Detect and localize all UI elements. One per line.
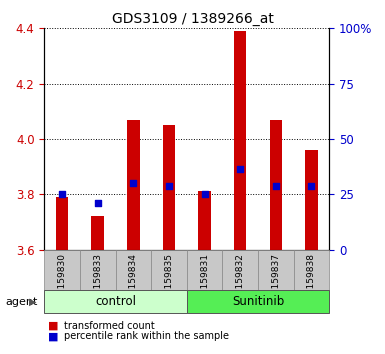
- Bar: [151, 250, 187, 290]
- Text: ■: ■: [48, 321, 59, 331]
- Point: [201, 192, 208, 197]
- Text: ■: ■: [48, 331, 59, 341]
- Bar: [80, 250, 116, 290]
- Bar: [163, 125, 175, 250]
- Bar: [92, 216, 104, 250]
- Point: [130, 181, 136, 186]
- Bar: [223, 250, 258, 290]
- Point: [308, 183, 315, 189]
- Text: transformed count: transformed count: [64, 321, 154, 331]
- Text: Sunitinib: Sunitinib: [232, 295, 284, 308]
- Text: agent: agent: [6, 297, 38, 307]
- Point: [237, 166, 243, 172]
- Text: GSM159832: GSM159832: [236, 253, 244, 308]
- Bar: [305, 150, 318, 250]
- Bar: [234, 31, 246, 250]
- Text: GSM159838: GSM159838: [307, 253, 316, 308]
- Bar: [127, 120, 139, 250]
- Point: [95, 200, 101, 205]
- Bar: [258, 250, 294, 290]
- Text: ▶: ▶: [29, 297, 36, 307]
- Text: GDS3109 / 1389266_at: GDS3109 / 1389266_at: [112, 12, 273, 27]
- Text: GSM159835: GSM159835: [164, 253, 173, 308]
- Bar: [116, 250, 151, 290]
- Bar: [198, 192, 211, 250]
- Point: [166, 183, 172, 189]
- Text: GSM159830: GSM159830: [58, 253, 67, 308]
- Text: GSM159837: GSM159837: [271, 253, 280, 308]
- Bar: [44, 250, 80, 290]
- Text: GSM159834: GSM159834: [129, 253, 138, 308]
- Bar: [44, 290, 187, 313]
- Bar: [187, 250, 223, 290]
- Point: [273, 183, 279, 189]
- Text: GSM159831: GSM159831: [200, 253, 209, 308]
- Text: percentile rank within the sample: percentile rank within the sample: [64, 331, 229, 341]
- Bar: [270, 120, 282, 250]
- Bar: [293, 250, 329, 290]
- Text: control: control: [95, 295, 136, 308]
- Text: GSM159833: GSM159833: [93, 253, 102, 308]
- Point: [59, 192, 65, 197]
- Bar: [56, 197, 68, 250]
- Bar: [187, 290, 329, 313]
